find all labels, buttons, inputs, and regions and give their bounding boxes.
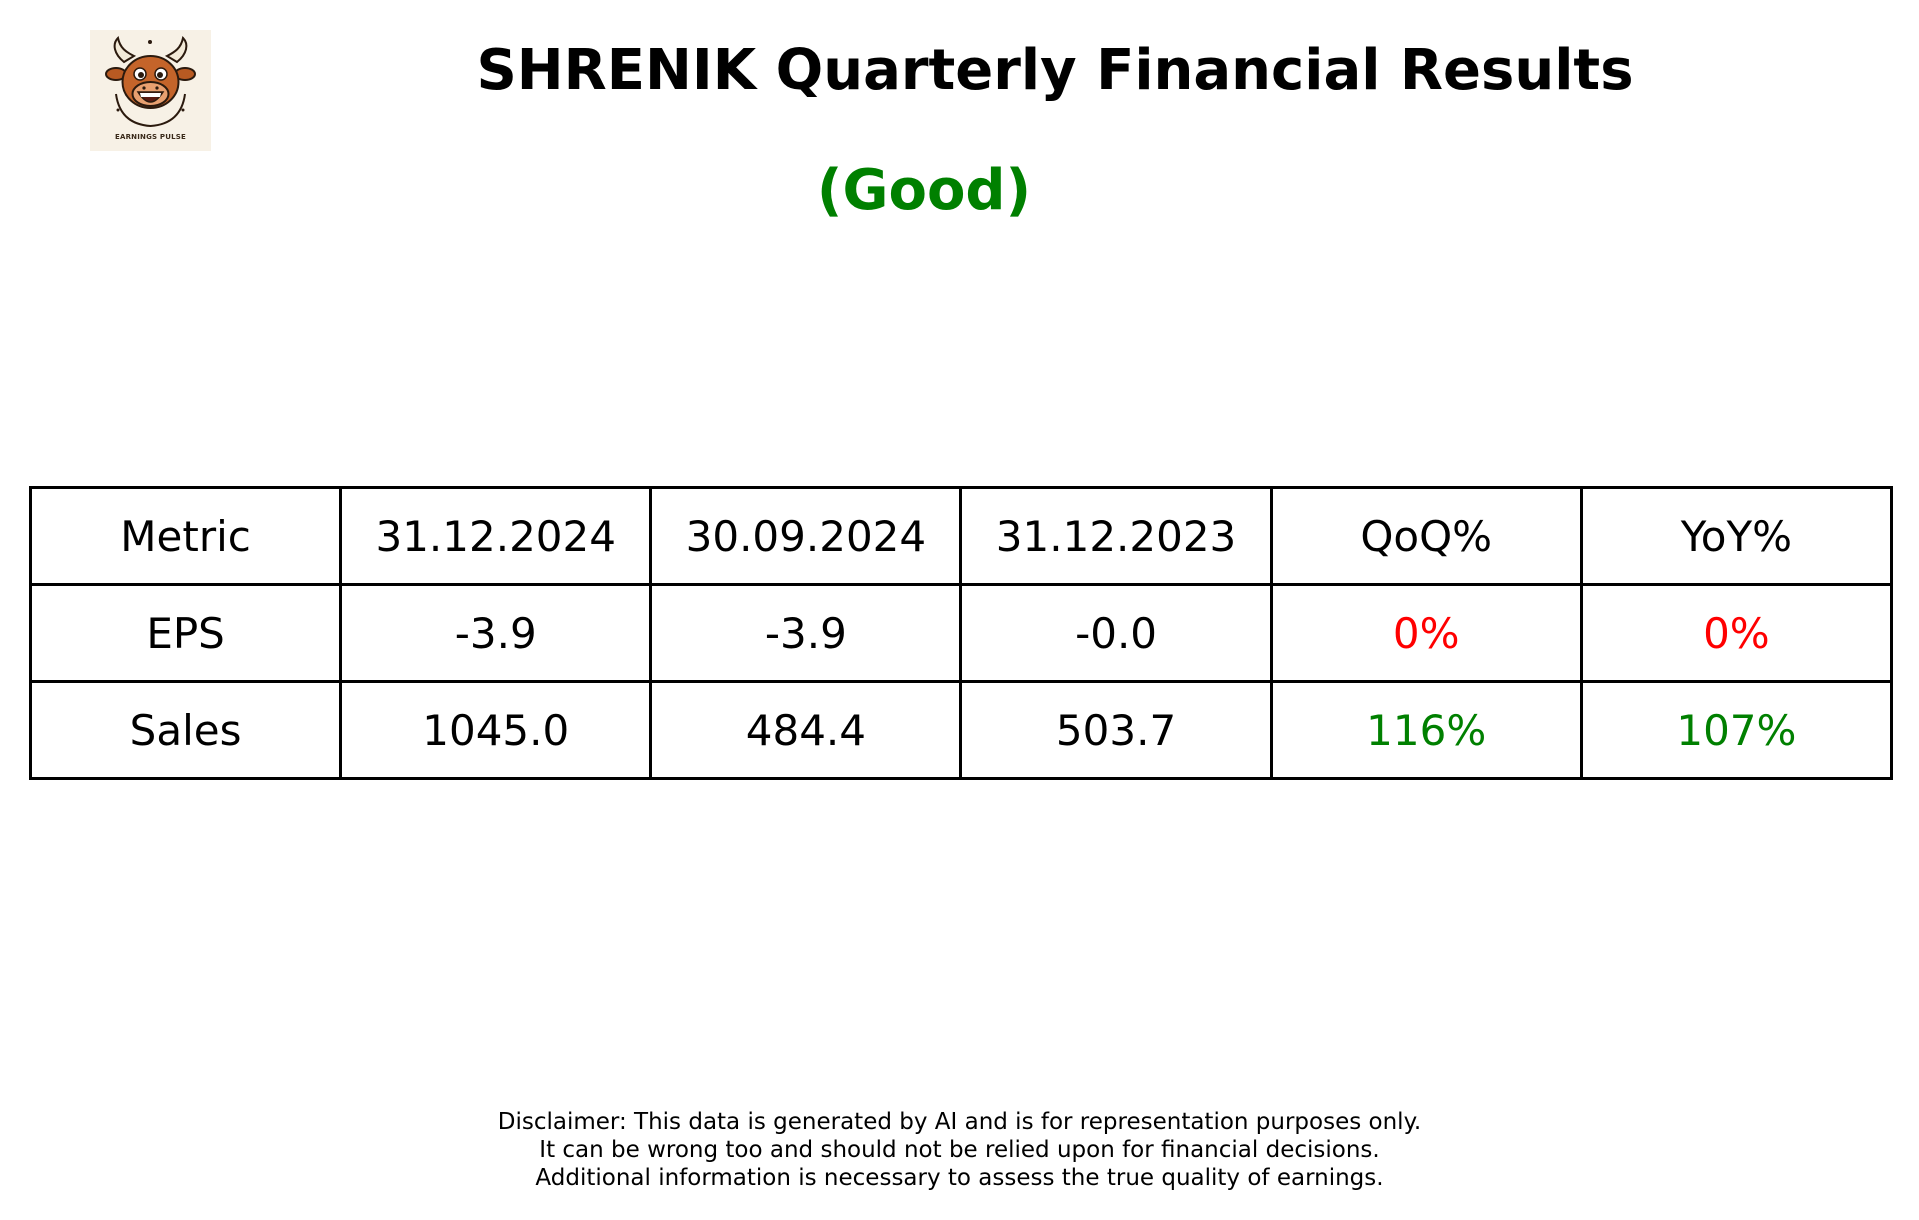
cell-q-dec-2023: 503.7 <box>959 680 1273 780</box>
header-q-sep-2024: 30.09.2024 <box>649 486 963 586</box>
header-metric: Metric <box>28 486 343 586</box>
cell-q-dec-2024: -3.9 <box>339 583 653 683</box>
page-title: SHRENIK Quarterly Financial Results <box>476 38 1634 103</box>
cell-qoq: 116% <box>1269 680 1583 780</box>
result-status-label: (Good) <box>816 158 1032 223</box>
table-header-row: Metric 31.12.2024 30.09.2024 31.12.2023 … <box>28 486 1894 586</box>
cell-metric: Sales <box>28 680 343 780</box>
cell-q-dec-2023: -0.0 <box>959 583 1273 683</box>
disclaimer-line: It can be wrong too and should not be re… <box>539 1137 1380 1163</box>
header-q-dec-2023: 31.12.2023 <box>959 486 1273 586</box>
logo-caption: EARNINGS PULSE <box>114 133 187 141</box>
cell-yoy: 0% <box>1579 583 1894 683</box>
results-table: Metric 31.12.2024 30.09.2024 31.12.2023 … <box>28 486 1894 780</box>
header-yoy: YoY% <box>1579 486 1894 586</box>
header-q-dec-2024: 31.12.2024 <box>339 486 653 586</box>
bull-mascot-icon <box>105 35 196 128</box>
cell-q-sep-2024: -3.9 <box>649 583 963 683</box>
disclaimer-line: Disclaimer: This data is generated by AI… <box>497 1109 1422 1135</box>
table-row-eps: EPS -3.9 -3.9 -0.0 0% 0% <box>28 583 1894 683</box>
cell-q-dec-2024: 1045.0 <box>339 680 653 780</box>
cell-yoy: 107% <box>1579 680 1894 780</box>
cell-q-sep-2024: 484.4 <box>649 680 963 780</box>
table-row-sales: Sales 1045.0 484.4 503.7 116% 107% <box>28 680 1894 780</box>
cell-qoq: 0% <box>1269 583 1583 683</box>
disclaimer: Disclaimer: This data is generated by AI… <box>0 1108 1919 1192</box>
earnings-pulse-logo: EARNINGS PULSE <box>90 30 211 151</box>
header-qoq: QoQ% <box>1269 486 1583 586</box>
disclaimer-line: Additional information is necessary to a… <box>535 1165 1384 1191</box>
cell-metric: EPS <box>28 583 343 683</box>
